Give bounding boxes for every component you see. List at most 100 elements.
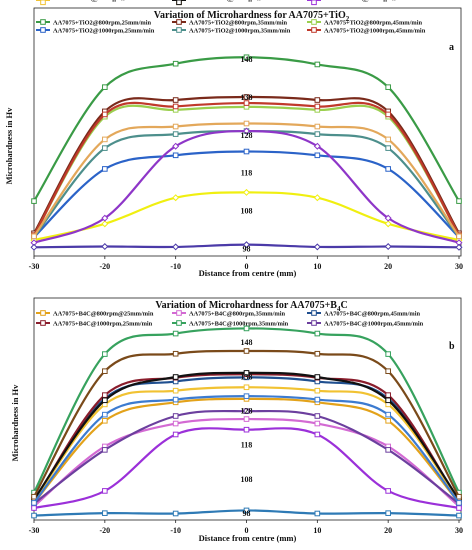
data-point: [313, 142, 321, 150]
data-point: [242, 241, 251, 249]
legend-label: AA7075+B4C@2000rpm,25mm/min: [324, 0, 424, 2]
data-point: [385, 111, 391, 118]
y-tick-label: 118: [241, 441, 253, 450]
legend-entry: AA7075+TiO2@800rpm,25mm/min: [36, 19, 151, 26]
y-tick-label: 98: [243, 244, 251, 253]
data-point: [30, 243, 38, 251]
x-tick-label: 20: [384, 262, 392, 271]
data-point: [385, 84, 391, 90]
legend-marker: [311, 27, 317, 33]
legend-entry: AA7075+B4C@2000rpm,25mm/min: [307, 0, 424, 6]
y-tick-label: 98: [243, 509, 251, 518]
legend-marker: [40, 19, 46, 25]
data-point: [456, 512, 462, 519]
legend-label: AA7075+B4C@1000rpm,45mm/min: [324, 320, 424, 327]
x-axis-label: Distance from centre (mm): [199, 533, 297, 543]
legend-label: AA7075+TiO2@1400rpm,35mm/min: [189, 0, 291, 2]
data-point: [243, 393, 250, 399]
data-point: [314, 420, 321, 427]
legend-marker: [40, 27, 46, 33]
legend-entry: AA7075+TiO2@1000rpm,45mm/min: [307, 27, 426, 34]
data-point: [172, 431, 179, 438]
data-point: [243, 54, 250, 61]
data-point: [243, 507, 250, 514]
data-point: [314, 330, 321, 337]
x-tick-label: -20: [99, 526, 110, 535]
data-point: [172, 374, 179, 380]
series-8: [30, 127, 463, 247]
data-point: [314, 131, 321, 137]
legend-label: AA7075+B4C@1000rpm,25mm/min: [53, 320, 153, 327]
legend-label: AA7075+TiO2@1400rpm,25mm/min: [53, 0, 155, 2]
data-point: [385, 447, 391, 453]
data-point: [385, 368, 391, 374]
legend-marker: [311, 0, 317, 6]
y-tick-label: 138: [241, 93, 253, 102]
x-tick-label: 10: [313, 262, 321, 271]
chart-panel-b: Variation of Microhardness for AA7075+B4…: [10, 0, 463, 543]
x-tick-label: -10: [170, 526, 181, 535]
series-9: [31, 348, 462, 500]
data-point: [384, 220, 392, 228]
data-point: [243, 325, 250, 332]
legend-label: AA7075+TiO2@1000rpm,25mm/min: [53, 27, 155, 34]
legend-label: AA7075+TiO2@1000rpm,45mm/min: [324, 27, 426, 34]
legend-entry: AA7075+TiO2@1400rpm,25mm/min: [36, 0, 155, 2]
data-point: [385, 397, 391, 404]
x-tick-label: -10: [170, 262, 181, 271]
data-point: [314, 374, 321, 380]
data-point: [313, 243, 321, 251]
legend-label: AA7075+TiO2@1400rpm,45mm/min: [324, 0, 426, 2]
y-axis-label: Microhardness in Hv: [4, 107, 14, 185]
data-point: [314, 123, 321, 130]
legend-entry: AA7075+B4C@800rpm@25mm/min: [36, 310, 154, 317]
chart-title: Variation of Microhardness for AA7075+B4…: [155, 300, 347, 313]
data-point: [172, 413, 179, 419]
data-point: [102, 397, 108, 404]
data-point: [384, 214, 392, 222]
data-point: [102, 368, 108, 374]
data-point: [456, 493, 462, 500]
data-point: [102, 488, 108, 494]
data-point: [314, 413, 321, 419]
series-6: [30, 188, 463, 244]
data-point: [172, 420, 179, 427]
series-4: [31, 325, 462, 496]
data-point: [385, 392, 391, 398]
legend-entry: AA7075+TiO2@800rpm,35mm/min: [172, 19, 287, 26]
data-point: [314, 387, 321, 394]
legend-label: AA7075+TiO2@800rpm,25mm/min: [53, 19, 151, 26]
series-line: [33, 191, 460, 242]
data-point: [31, 493, 37, 500]
panel-label: a: [449, 42, 454, 53]
data-point: [314, 396, 321, 403]
data-point: [31, 505, 37, 511]
x-tick-label: 0: [245, 262, 249, 271]
series-0: [31, 54, 462, 204]
legend-marker: [176, 19, 182, 25]
x-axis-label: Distance from centre (mm): [199, 268, 297, 278]
legend-label: AA7075+TiO2@800rpm,35mm/min: [189, 19, 287, 26]
legend-label: AA7075+B4C@1400rpm,25mm/min: [53, 0, 153, 2]
data-point: [314, 97, 321, 103]
y-axis-label: Microhardness in Hv: [10, 384, 20, 462]
x-tick-label: 20: [384, 526, 392, 535]
data-point: [385, 136, 391, 143]
legend-label: AA7075+TiO2@1000rpm,35mm/min: [189, 27, 291, 34]
legend-entry: AA7075+B4C@1000rpm,25mm/min: [36, 320, 153, 327]
data-point: [101, 214, 109, 222]
data-point: [314, 510, 321, 517]
data-point: [172, 330, 179, 337]
legend-marker: [176, 27, 182, 33]
data-point: [385, 166, 391, 172]
legend-entry: AA7075+B4C@800rpm,45mm/min: [307, 310, 420, 317]
x-tick-label: -30: [29, 526, 40, 535]
legend-marker: [311, 320, 317, 326]
data-point: [243, 120, 250, 127]
y-tick-label: 108: [241, 475, 253, 484]
y-tick-label: 138: [241, 372, 253, 381]
data-point: [102, 145, 108, 151]
x-tick-label: -30: [29, 262, 40, 271]
data-point: [102, 447, 108, 453]
